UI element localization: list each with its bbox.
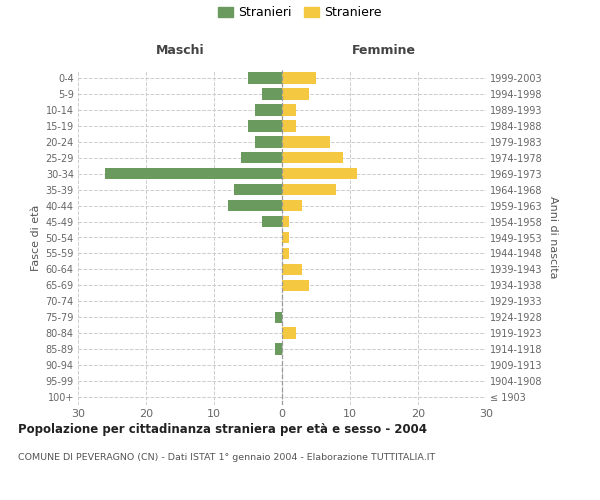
- Bar: [282, 216, 289, 228]
- Bar: [248, 120, 282, 132]
- Legend: Stranieri, Straniere: Stranieri, Straniere: [218, 6, 382, 19]
- Text: Maschi: Maschi: [155, 44, 205, 57]
- Bar: [282, 120, 296, 132]
- Bar: [282, 232, 289, 243]
- Bar: [275, 312, 282, 323]
- Bar: [262, 88, 282, 100]
- Bar: [282, 72, 316, 84]
- Y-axis label: Fasce di età: Fasce di età: [31, 204, 41, 270]
- Bar: [282, 104, 296, 116]
- Bar: [255, 136, 282, 147]
- Bar: [282, 200, 302, 211]
- Y-axis label: Anni di nascita: Anni di nascita: [548, 196, 559, 279]
- Bar: [262, 216, 282, 228]
- Text: Femmine: Femmine: [352, 44, 416, 57]
- Bar: [105, 168, 282, 179]
- Bar: [282, 168, 357, 179]
- Bar: [235, 184, 282, 196]
- Bar: [248, 72, 282, 84]
- Bar: [282, 264, 302, 275]
- Bar: [282, 280, 309, 291]
- Bar: [282, 136, 329, 147]
- Bar: [241, 152, 282, 164]
- Bar: [282, 184, 337, 196]
- Bar: [227, 200, 282, 211]
- Bar: [282, 152, 343, 164]
- Bar: [282, 328, 296, 339]
- Bar: [255, 104, 282, 116]
- Bar: [275, 344, 282, 355]
- Text: COMUNE DI PEVERAGNO (CN) - Dati ISTAT 1° gennaio 2004 - Elaborazione TUTTITALIA.: COMUNE DI PEVERAGNO (CN) - Dati ISTAT 1°…: [18, 452, 435, 462]
- Bar: [282, 88, 309, 100]
- Text: Popolazione per cittadinanza straniera per età e sesso - 2004: Popolazione per cittadinanza straniera p…: [18, 422, 427, 436]
- Bar: [282, 248, 289, 259]
